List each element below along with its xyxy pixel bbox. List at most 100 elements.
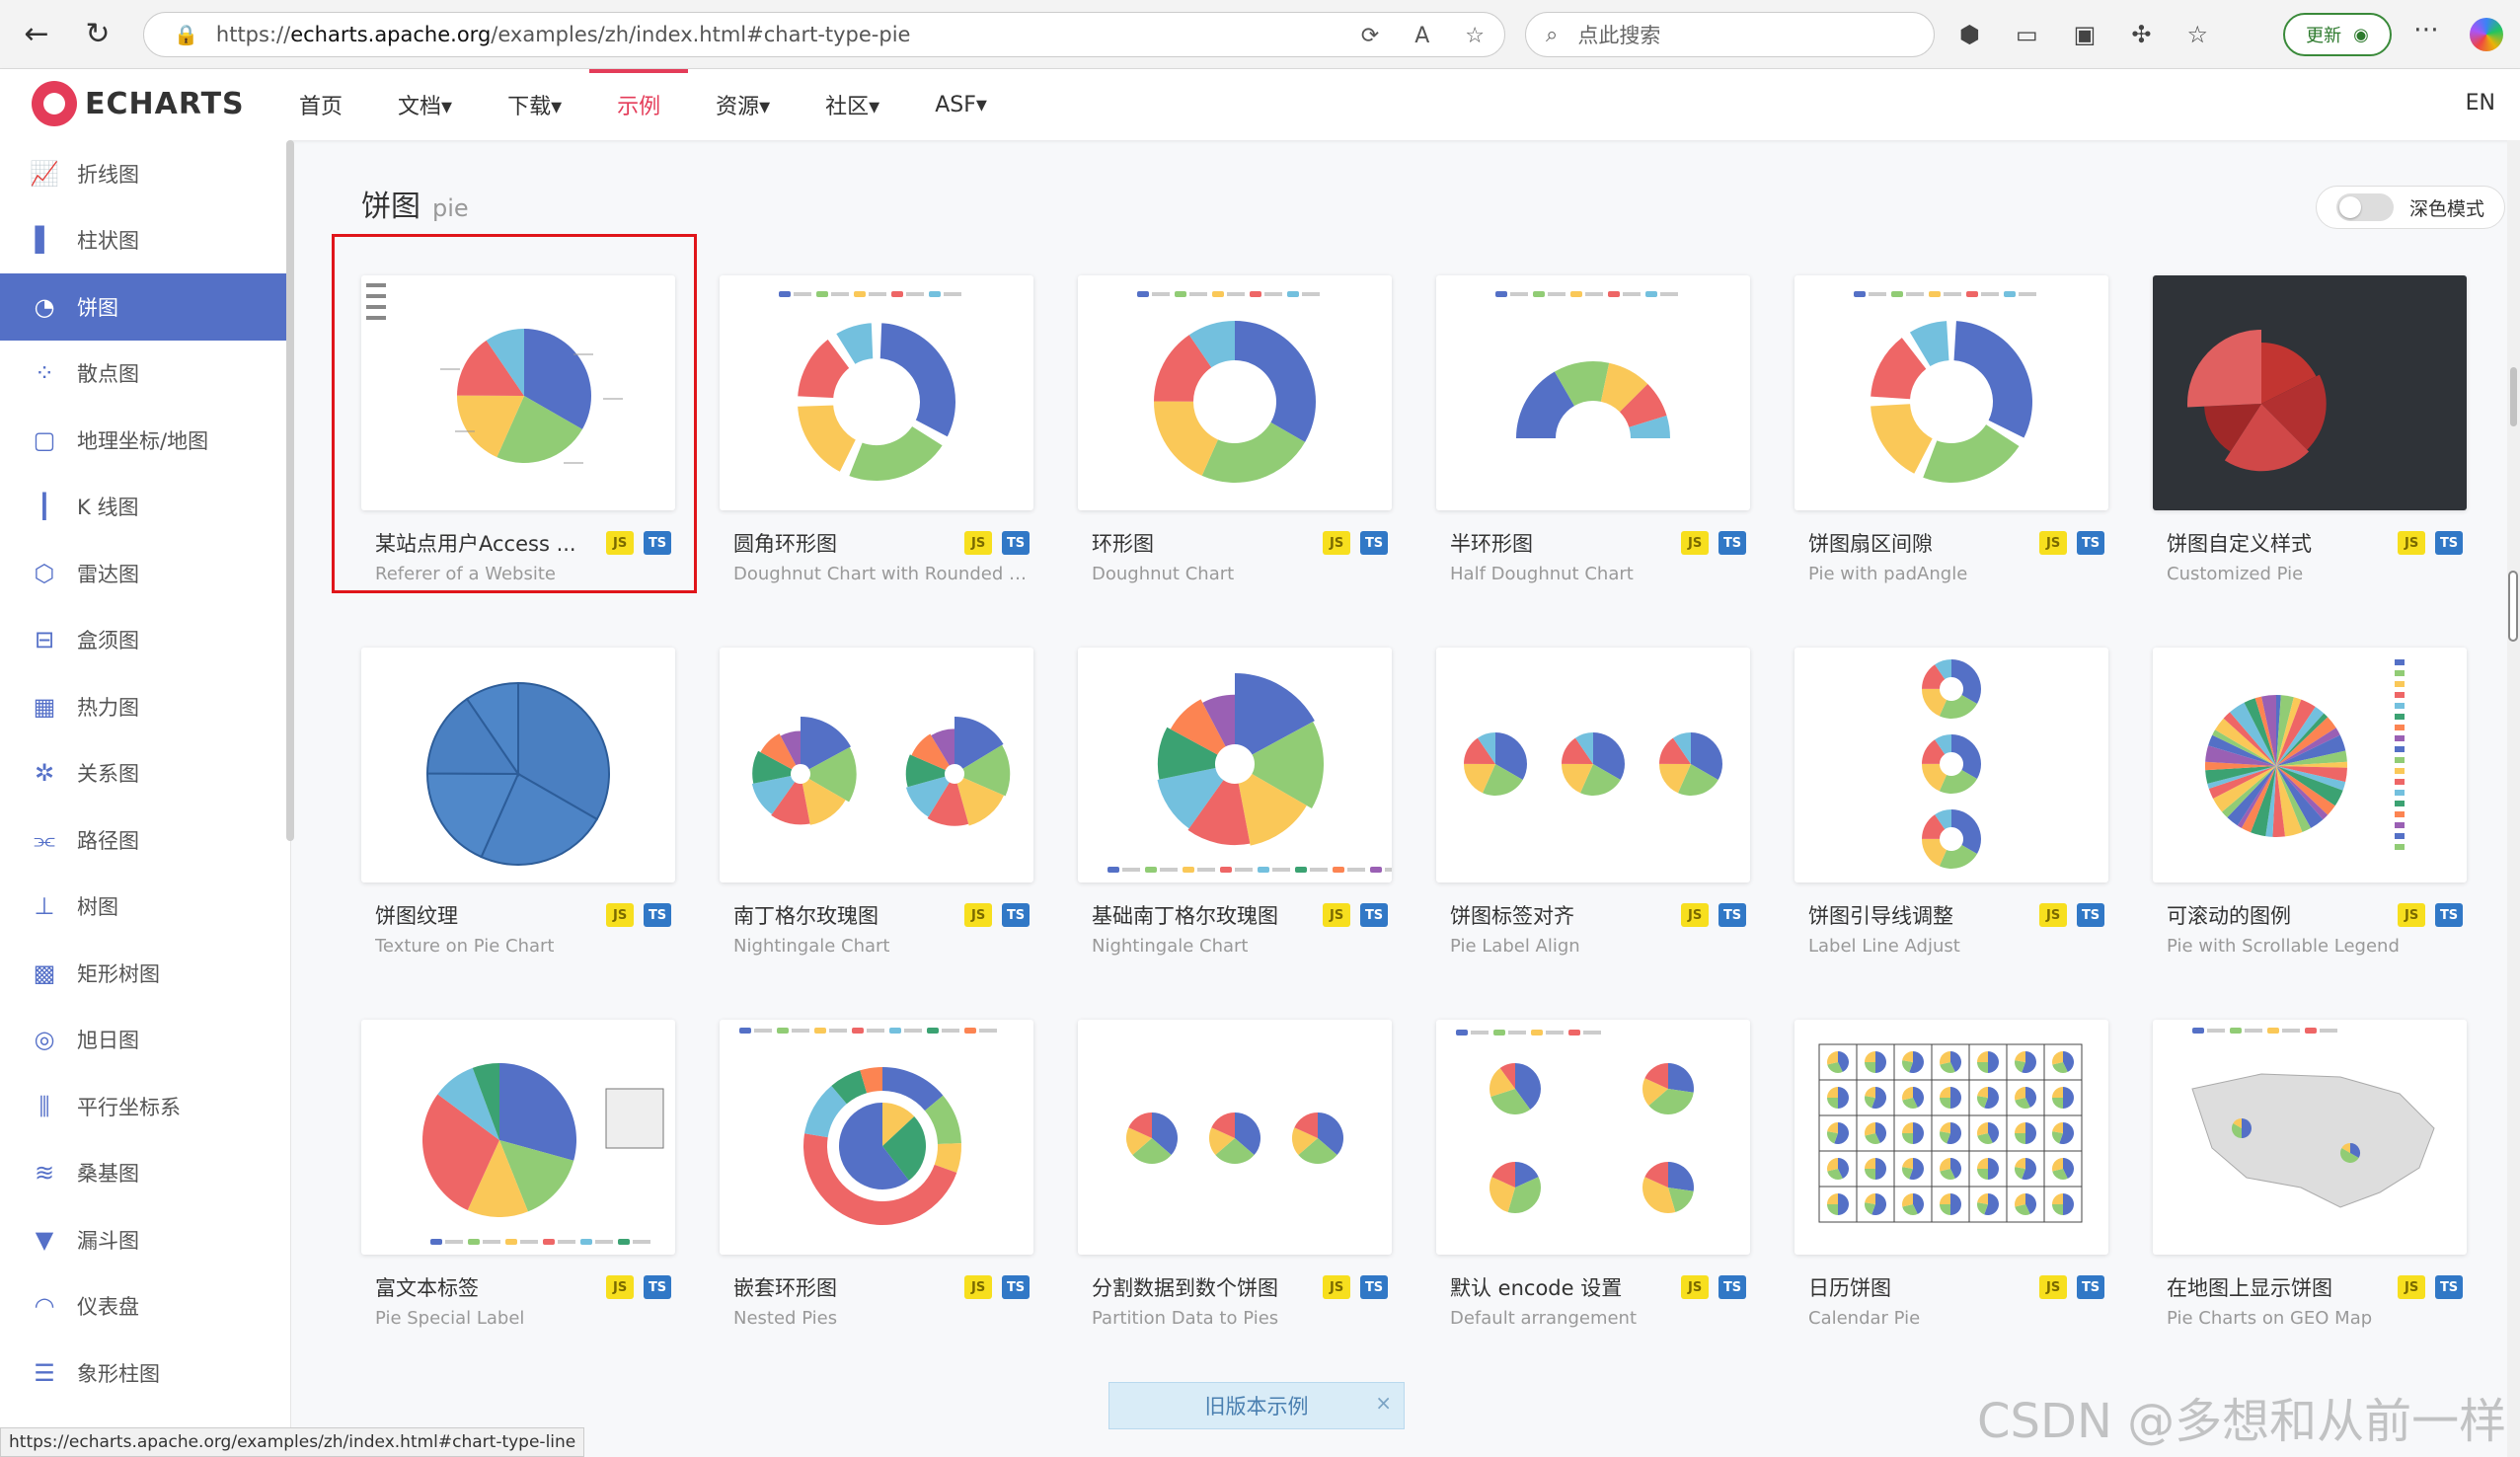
example-card[interactable]: 环形图 JS TS Doughnut Chart <box>1078 275 1392 611</box>
ts-badge[interactable]: TS <box>2435 1275 2464 1299</box>
example-title[interactable]: 饼图纹理 <box>375 904 458 928</box>
js-badge[interactable]: JS <box>964 1275 993 1299</box>
example-title[interactable]: 嵌套环形图 <box>733 1276 837 1300</box>
example-title[interactable]: 可滚动的图例 <box>2167 904 2291 928</box>
example-title[interactable]: 富文本标签 <box>375 1276 479 1300</box>
refresh-icon[interactable]: ↻ <box>85 17 111 51</box>
js-badge[interactable]: JS <box>1323 1275 1351 1299</box>
ts-badge[interactable]: TS <box>2435 903 2464 927</box>
example-title[interactable]: 半环形图 <box>1450 532 1533 556</box>
sidebar-item-gauge[interactable]: ◠ 仪表盘 <box>0 1273 290 1341</box>
side-panel-handle[interactable] <box>2508 571 2518 642</box>
example-thumbnail[interactable] <box>1795 275 2108 510</box>
sidebar-item-heatmap[interactable]: ▦ 热力图 <box>0 673 290 740</box>
reading-view-icon[interactable]: ▭ <box>2015 21 2038 48</box>
example-card[interactable]: 饼图自定义样式 JS TS Customized Pie <box>2153 275 2467 611</box>
example-thumbnail[interactable] <box>1436 648 1750 882</box>
nav-item-3[interactable]: 示例 <box>589 69 689 140</box>
sidebar-item-lines[interactable]: ⫘ 路径图 <box>0 806 290 874</box>
example-title[interactable]: 默认 encode 设置 <box>1450 1276 1623 1300</box>
js-badge[interactable]: JS <box>606 1275 635 1299</box>
back-icon[interactable]: ← <box>24 17 49 51</box>
ts-badge[interactable]: TS <box>1718 903 1747 927</box>
nav-item-1[interactable]: 文档▾ <box>398 95 453 119</box>
example-title[interactable]: 饼图自定义样式 <box>2167 532 2312 556</box>
extension-shield-icon[interactable]: ⬢ <box>1959 21 1980 48</box>
ts-badge[interactable]: TS <box>1718 531 1747 555</box>
example-title[interactable]: 基础南丁格尔玫瑰图 <box>1092 904 1278 928</box>
example-card[interactable]: 基础南丁格尔玫瑰图 JS TS Nightingale Chart <box>1078 648 1392 983</box>
more-menu-icon[interactable]: ⋯ <box>2413 15 2439 44</box>
sidebar-item-scatter-chart[interactable]: ⁘ 散点图 <box>0 341 290 408</box>
example-card[interactable]: 默认 encode 设置 JS TS Default arrangement <box>1436 1020 1750 1355</box>
ts-badge[interactable]: TS <box>644 903 672 927</box>
toggle-switch[interactable] <box>2336 193 2394 221</box>
js-badge[interactable]: JS <box>2039 903 2068 927</box>
nav-item-6[interactable]: ASF▾ <box>935 92 987 117</box>
sidebar-item-sunburst[interactable]: ◎ 旭日图 <box>0 1007 290 1074</box>
js-badge[interactable]: JS <box>2398 903 2426 927</box>
example-thumbnail[interactable] <box>1078 275 1392 510</box>
example-card[interactable]: 半环形图 JS TS Half Doughnut Chart <box>1436 275 1750 611</box>
nav-item-4[interactable]: 资源▾ <box>716 95 771 119</box>
example-card[interactable]: 饼图纹理 JS TS Texture on Pie Chart <box>361 648 675 983</box>
example-card[interactable]: 南丁格尔玫瑰图 JS TS Nightingale Chart <box>720 648 1033 983</box>
example-card[interactable]: 可滚动的图例 JS TS Pie with Scrollable Legend <box>2153 648 2467 983</box>
example-title[interactable]: 饼图引导线调整 <box>1808 904 1953 928</box>
js-badge[interactable]: JS <box>2398 1275 2426 1299</box>
js-badge[interactable]: JS <box>606 903 635 927</box>
page-scrollbar[interactable] <box>2507 140 2520 1457</box>
example-thumbnail[interactable] <box>361 1020 675 1255</box>
example-card[interactable]: 在地图上显示饼图 JS TS Pie Charts on GEO Map <box>2153 1020 2467 1355</box>
example-card[interactable]: 某站点用户Access ... JS TS Referer of a Website <box>361 275 675 611</box>
example-title[interactable]: 在地图上显示饼图 <box>2167 1276 2332 1300</box>
example-title[interactable]: 分割数据到数个饼图 <box>1092 1276 1278 1300</box>
sidebar-item-pictorial-bar[interactable]: ☰ 象形柱图 <box>0 1340 290 1407</box>
read-aloud-icon[interactable]: A <box>1414 23 1430 48</box>
js-badge[interactable]: JS <box>1323 531 1351 555</box>
dark-mode-toggle[interactable]: 深色模式 <box>2316 186 2505 229</box>
example-thumbnail[interactable] <box>720 275 1033 510</box>
example-card[interactable]: 饼图标签对齐 JS TS Pie Label Align <box>1436 648 1750 983</box>
favorites-icon[interactable]: ☆ <box>2186 21 2208 48</box>
ts-badge[interactable]: TS <box>1360 531 1389 555</box>
js-badge[interactable]: JS <box>1681 1275 1710 1299</box>
sidebar-item-candlestick[interactable]: ┃ K 线图 <box>0 474 290 541</box>
update-button[interactable]: 更新 ◉ <box>2283 13 2392 56</box>
example-thumbnail[interactable] <box>1795 648 2108 882</box>
sidebar-item-bar-chart[interactable]: ▌ 柱状图 <box>0 207 290 274</box>
example-thumbnail[interactable] <box>720 648 1033 882</box>
js-badge[interactable]: JS <box>2398 531 2426 555</box>
nav-item-0[interactable]: 首页 <box>299 95 344 119</box>
example-card[interactable]: 富文本标签 JS TS Pie Special Label <box>361 1020 675 1355</box>
example-title[interactable]: 饼图扇区间隙 <box>1808 532 1933 556</box>
ts-badge[interactable]: TS <box>2077 531 2105 555</box>
ts-badge[interactable]: TS <box>1718 1275 1747 1299</box>
ts-badge[interactable]: TS <box>2077 1275 2105 1299</box>
ts-badge[interactable]: TS <box>2077 903 2105 927</box>
example-thumbnail[interactable] <box>720 1020 1033 1255</box>
example-thumbnail[interactable] <box>2153 648 2467 882</box>
example-thumbnail[interactable] <box>1078 648 1392 882</box>
sidebar-item-map[interactable]: ▢ 地理坐标/地图 <box>0 407 290 474</box>
sidebar-item-radar[interactable]: ⬡ 雷达图 <box>0 540 290 607</box>
example-title[interactable]: 圆角环形图 <box>733 532 837 556</box>
ts-badge[interactable]: TS <box>1360 1275 1389 1299</box>
echarts-logo[interactable]: ECHARTS <box>32 81 245 126</box>
example-card[interactable]: 饼图引导线调整 JS TS Label Line Adjust <box>1795 648 2108 983</box>
address-bar[interactable]: 🔒 https://echarts.apache.org/examples/zh… <box>143 12 1505 57</box>
ts-badge[interactable]: TS <box>2435 531 2464 555</box>
copilot-icon[interactable] <box>2470 18 2503 51</box>
favorite-star-icon[interactable]: ☆ <box>1465 23 1485 48</box>
js-badge[interactable]: JS <box>1681 531 1710 555</box>
nav-item-2[interactable]: 下载▾ <box>507 95 563 119</box>
js-badge[interactable]: JS <box>964 531 993 555</box>
js-badge[interactable]: JS <box>964 903 993 927</box>
ts-badge[interactable]: TS <box>1360 903 1389 927</box>
example-title[interactable]: 饼图标签对齐 <box>1450 904 1574 928</box>
nav-item-5[interactable]: 社区▾ <box>825 95 880 119</box>
sidebar-item-funnel[interactable]: ▼ 漏斗图 <box>0 1206 290 1273</box>
example-card[interactable]: 圆角环形图 JS TS Doughnut Chart with Rounded Co.… <box>720 275 1033 611</box>
sidebar-item-line-chart[interactable]: 📈 折线图 <box>0 140 290 207</box>
sidebar-item-boxplot[interactable]: ⊟ 盒须图 <box>0 607 290 674</box>
